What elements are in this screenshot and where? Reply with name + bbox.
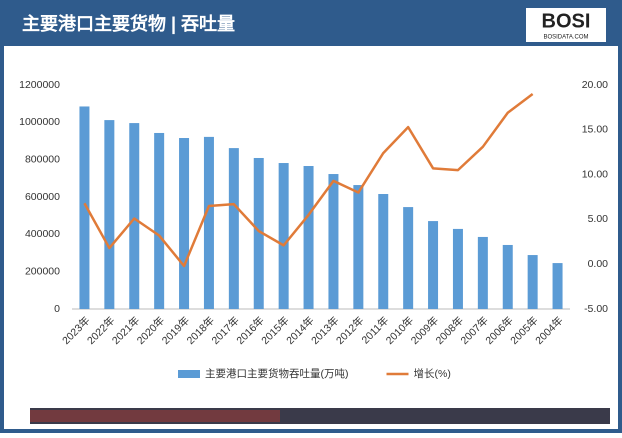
legend-label: 主要港口主要货物吞吐量(万吨) <box>205 367 349 380</box>
logo: BOSI <box>542 10 591 32</box>
bar <box>228 148 239 309</box>
bar <box>79 106 90 309</box>
bar <box>154 132 165 309</box>
y-tick-label: 0 <box>54 303 60 315</box>
y-tick-label: 200000 <box>25 265 60 277</box>
logo-box <box>526 8 606 42</box>
bar <box>452 228 463 309</box>
bar <box>203 136 214 309</box>
bar <box>104 120 115 310</box>
bar <box>179 138 190 309</box>
bar <box>502 244 513 309</box>
line <box>83 92 534 268</box>
bar <box>477 236 488 309</box>
bar <box>303 166 314 309</box>
y-tick-label: 1000000 <box>19 116 60 128</box>
bar <box>403 207 414 309</box>
y2-tick-label: 5.00 <box>588 213 609 225</box>
bar <box>278 163 289 309</box>
legend-label: 增长(%) <box>414 367 451 380</box>
bar <box>353 185 364 309</box>
bar <box>253 157 264 309</box>
y-tick-label: 600000 <box>25 191 60 203</box>
bar <box>552 263 563 309</box>
y-tick-label: 400000 <box>25 228 60 240</box>
chart-title: 主要港口主要货物 | 吞吐量 <box>22 13 235 34</box>
y2-tick-label: 0.00 <box>588 258 609 270</box>
bar <box>328 174 339 309</box>
y2-tick-label: 20.00 <box>582 79 608 91</box>
bar <box>378 194 389 309</box>
bar <box>527 255 538 309</box>
legend-swatch <box>178 370 200 378</box>
bar <box>428 221 439 309</box>
y2-tick-label: 15.00 <box>582 124 608 136</box>
y2-tick-label: -5.00 <box>584 303 608 315</box>
y2-tick-label: 10.00 <box>582 168 608 180</box>
bar <box>129 123 140 309</box>
y-tick-label: 1200000 <box>19 79 60 91</box>
y-tick-label: 800000 <box>25 153 60 165</box>
logo-sub: BOSIDATA.COM <box>543 35 588 41</box>
footer-accent <box>30 410 280 422</box>
